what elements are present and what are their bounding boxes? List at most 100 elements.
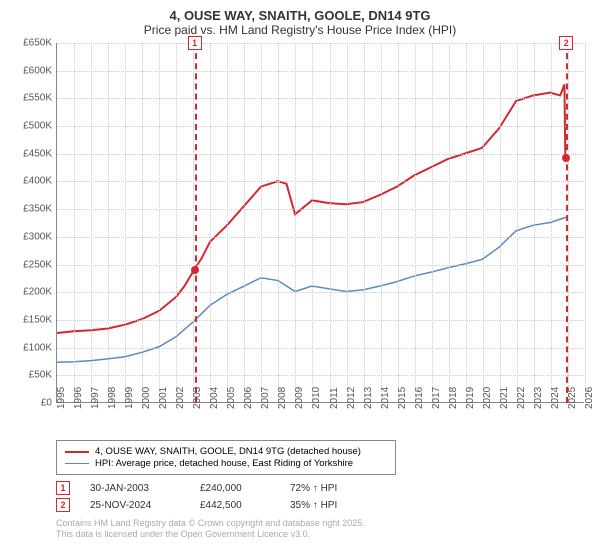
grid-line-v: [381, 43, 382, 402]
x-tick-label: 2023: [533, 387, 544, 409]
x-tick-label: 1995: [56, 387, 67, 409]
y-tick-label: £150K: [23, 314, 52, 325]
event-date: 25-NOV-2024: [90, 500, 180, 511]
grid-line-v: [534, 43, 535, 402]
x-tick-label: 1996: [73, 387, 84, 409]
grid-line-v: [210, 43, 211, 402]
x-tick-label: 1998: [107, 387, 118, 409]
grid-line-v: [415, 43, 416, 402]
x-tick-label: 2020: [482, 387, 493, 409]
grid-line-v: [261, 43, 262, 402]
plot-area: 12: [56, 43, 584, 403]
grid-line-v: [483, 43, 484, 402]
grid-line-h: [57, 348, 584, 349]
x-tick-label: 2006: [243, 387, 254, 409]
x-tick-label: 2022: [516, 387, 527, 409]
x-tick-label: 2005: [226, 387, 237, 409]
x-tick-label: 2014: [380, 387, 391, 409]
grid-line-v: [466, 43, 467, 402]
grid-line-h: [57, 98, 584, 99]
legend-label: HPI: Average price, detached house, East…: [95, 458, 353, 469]
x-tick-label: 2011: [329, 387, 340, 409]
grid-line-v: [585, 43, 586, 402]
grid-line-v: [278, 43, 279, 402]
grid-line-h: [57, 154, 584, 155]
legend-item-hpi: HPI: Average price, detached house, East…: [65, 458, 387, 469]
y-tick-label: £350K: [23, 204, 52, 215]
event-marker-icon: 2: [56, 498, 70, 512]
x-tick-label: 2004: [209, 387, 220, 409]
grid-line-v: [500, 43, 501, 402]
grid-line-v: [74, 43, 75, 402]
grid-line-v: [142, 43, 143, 402]
marker-box: 2: [559, 36, 573, 50]
event-pct: 35% ↑ HPI: [290, 500, 370, 511]
x-tick-label: 2017: [431, 387, 442, 409]
grid-line-v: [125, 43, 126, 402]
x-tick-label: 2007: [260, 387, 271, 409]
grid-line-v: [295, 43, 296, 402]
y-tick-label: £650K: [23, 38, 52, 49]
x-tick-label: 1999: [124, 387, 135, 409]
grid-line-v: [398, 43, 399, 402]
x-tick-label: 2003: [192, 387, 203, 409]
x-tick-label: 2026: [584, 387, 595, 409]
grid-line-v: [108, 43, 109, 402]
event-pct: 72% ↑ HPI: [290, 483, 370, 494]
grid-line-h: [57, 43, 584, 44]
event-price: £240,000: [200, 483, 270, 494]
x-tick-label: 2012: [346, 387, 357, 409]
y-tick-label: £500K: [23, 121, 52, 132]
grid-line-v: [312, 43, 313, 402]
grid-line-v: [91, 43, 92, 402]
x-tick-label: 2016: [414, 387, 425, 409]
y-tick-label: £0: [41, 398, 52, 409]
marker-line: [195, 43, 197, 403]
x-tick-label: 2018: [448, 387, 459, 409]
x-tick-label: 2010: [311, 387, 322, 409]
grid-line-v: [330, 43, 331, 402]
y-tick-label: £400K: [23, 176, 52, 187]
chart-title-address: 4, OUSE WAY, SNAITH, GOOLE, DN14 9TG: [12, 8, 588, 23]
grid-line-v: [244, 43, 245, 402]
grid-line-h: [57, 71, 584, 72]
grid-line-v: [159, 43, 160, 402]
event-date: 30-JAN-2003: [90, 483, 180, 494]
legend-label: 4, OUSE WAY, SNAITH, GOOLE, DN14 9TG (de…: [95, 446, 361, 457]
y-tick-label: £50K: [29, 370, 52, 381]
grid-line-h: [57, 181, 584, 182]
marker-box: 1: [188, 36, 202, 50]
grid-line-h: [57, 209, 584, 210]
marker-dot: [191, 266, 199, 274]
grid-line-h: [57, 320, 584, 321]
grid-line-h: [57, 292, 584, 293]
grid-line-v: [551, 43, 552, 402]
footer-line: Contains HM Land Registry data © Crown c…: [56, 518, 588, 529]
grid-line-v: [347, 43, 348, 402]
grid-line-v: [449, 43, 450, 402]
x-tick-label: 2019: [465, 387, 476, 409]
chart-title-block: 4, OUSE WAY, SNAITH, GOOLE, DN14 9TG Pri…: [12, 8, 588, 37]
y-tick-label: £450K: [23, 148, 52, 159]
legend: 4, OUSE WAY, SNAITH, GOOLE, DN14 9TG (de…: [56, 440, 396, 475]
grid-line-h: [57, 375, 584, 376]
x-tick-label: 2002: [175, 387, 186, 409]
y-tick-label: £550K: [23, 93, 52, 104]
grid-line-h: [57, 237, 584, 238]
x-tick-label: 1997: [90, 387, 101, 409]
y-tick-label: £300K: [23, 231, 52, 242]
x-tick-label: 2013: [363, 387, 374, 409]
footer-attribution: Contains HM Land Registry data © Crown c…: [56, 518, 588, 541]
x-tick-label: 2000: [141, 387, 152, 409]
event-table: 1 30-JAN-2003 £240,000 72% ↑ HPI 2 25-NO…: [56, 481, 588, 512]
grid-line-h: [57, 265, 584, 266]
y-tick-label: £200K: [23, 287, 52, 298]
marker-line: [566, 43, 568, 403]
grid-line-v: [364, 43, 365, 402]
x-tick-label: 2008: [277, 387, 288, 409]
event-row: 2 25-NOV-2024 £442,500 35% ↑ HPI: [56, 498, 588, 512]
x-tick-label: 2015: [397, 387, 408, 409]
x-tick-label: 2025: [567, 387, 578, 409]
event-price: £442,500: [200, 500, 270, 511]
event-row: 1 30-JAN-2003 £240,000 72% ↑ HPI: [56, 481, 588, 495]
